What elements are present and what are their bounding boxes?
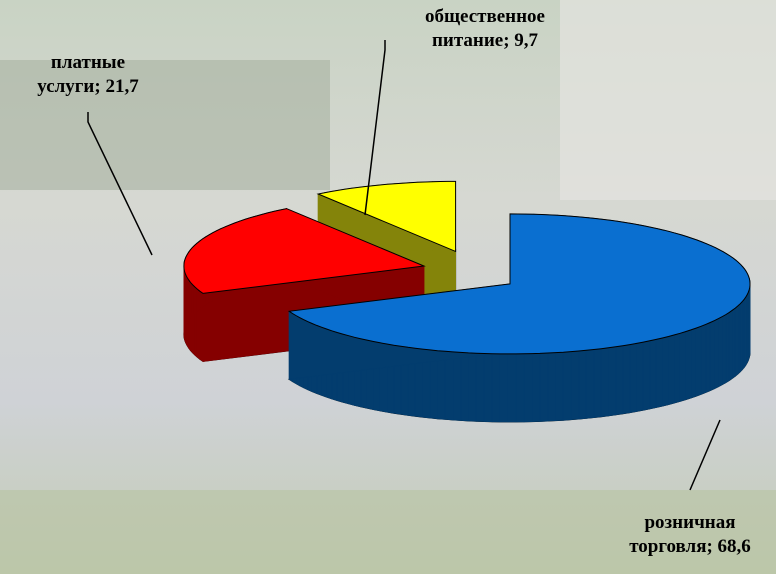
data-label: розничная торговля; 68,6	[629, 512, 751, 557]
slice-side	[515, 353, 525, 423]
pie-slice	[287, 213, 751, 423]
slice-side	[718, 315, 723, 388]
slice-side	[662, 335, 669, 407]
slice-side	[722, 313, 727, 386]
slice-side	[636, 341, 644, 412]
slice-side	[608, 346, 617, 417]
slice-side	[531, 352, 541, 423]
slice-side	[615, 345, 624, 416]
slice-side	[507, 353, 517, 423]
slice-side	[475, 352, 485, 422]
slice-side	[679, 331, 686, 402]
slice-side	[555, 351, 564, 422]
slice-side	[655, 337, 663, 408]
slice-top	[183, 208, 426, 294]
slice-side	[547, 352, 556, 422]
slice-top	[316, 180, 457, 253]
slice-side	[725, 311, 730, 384]
slice-side	[629, 342, 637, 414]
slice-side	[483, 353, 493, 423]
slice-top	[287, 213, 751, 355]
slice-side	[600, 347, 609, 418]
slice-side	[695, 325, 702, 397]
slice-side	[642, 340, 651, 411]
slice-side	[562, 351, 572, 421]
leader-line	[364, 40, 386, 216]
slice-side	[585, 349, 595, 419]
slice-side	[491, 353, 501, 423]
background-building	[0, 60, 330, 190]
leader-line	[689, 419, 721, 491]
slice-side	[705, 321, 711, 394]
slice-side	[714, 317, 719, 390]
slice-side	[460, 351, 469, 422]
slice-side	[690, 327, 697, 399]
pie	[183, 180, 751, 423]
slice-side	[593, 348, 602, 418]
slice-side	[622, 344, 631, 415]
slice-side	[570, 350, 580, 421]
background-building	[560, 0, 776, 200]
slice-side	[674, 332, 681, 404]
slice-side	[578, 349, 587, 420]
slice-side	[668, 334, 675, 406]
slice-side	[523, 353, 533, 423]
data-label: общественное питание; 9,7	[425, 6, 545, 51]
slice-side	[452, 351, 462, 421]
slice-side	[732, 307, 736, 379]
data-label: платные услуги; 21,7	[37, 52, 139, 97]
background-ground	[0, 490, 776, 574]
slice-side	[685, 329, 692, 401]
slice-side	[700, 323, 707, 395]
slice-side	[468, 352, 477, 422]
slice-side	[649, 338, 657, 410]
slice-side	[709, 319, 715, 392]
slice-side	[444, 350, 454, 421]
leader-line	[87, 112, 153, 256]
slice-side	[539, 352, 549, 422]
slice-side	[499, 353, 509, 423]
slice-side	[728, 309, 733, 382]
labels: розничная торговля; 68,6 платные услуги; 21…	[37, 6, 751, 557]
